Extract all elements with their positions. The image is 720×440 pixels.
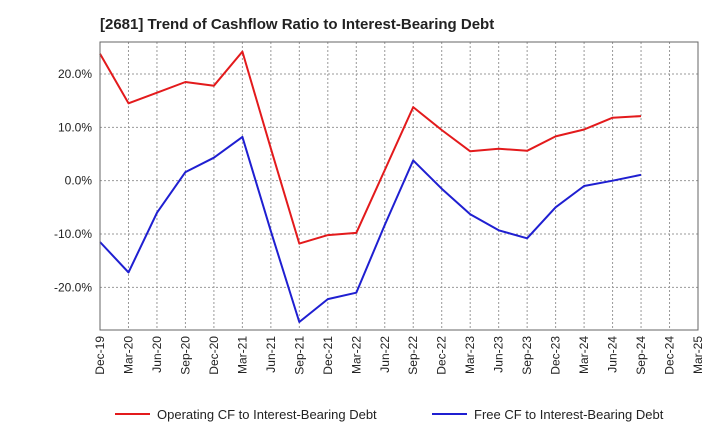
x-tick-label: Mar-21 [235, 336, 249, 374]
chart-title: [2681] Trend of Cashflow Ratio to Intere… [100, 16, 495, 33]
series-line-2 [99, 135, 642, 323]
x-tick-label: Jun-20 [150, 336, 164, 373]
y-tick-label: 10.0% [58, 120, 92, 134]
x-tick-label: Mar-22 [349, 336, 363, 374]
gridlines [100, 42, 698, 330]
x-tick-label: Jun-24 [606, 336, 620, 373]
series-lines [99, 50, 642, 323]
x-tick-label: Jun-23 [492, 336, 506, 373]
x-tick-label: Sep-21 [292, 336, 306, 375]
x-tick-label: Sep-24 [634, 336, 648, 375]
y-tick-label: -10.0% [54, 227, 92, 241]
x-tick-label: Mar-25 [691, 336, 705, 374]
x-tick-label: Dec-23 [549, 336, 563, 375]
x-tick-label: Jun-22 [378, 336, 392, 373]
y-tick-label: 20.0% [58, 67, 92, 81]
legend-label-1: Operating CF to Interest-Bearing Debt [157, 407, 377, 422]
legend: Operating CF to Interest-Bearing Debt Fre… [115, 407, 664, 422]
x-tick-label: Mar-24 [577, 336, 591, 374]
series-line-1 [99, 50, 642, 245]
x-tick-label: Jun-21 [264, 336, 278, 373]
x-tick-label: Dec-20 [207, 336, 221, 375]
plot-border [99, 41, 699, 331]
x-tick-label: Dec-21 [321, 336, 335, 375]
x-axis: Dec-19 Mar-20 Jun-20 Sep-20 Dec-20 Mar-21 Jun-… [93, 336, 705, 375]
y-axis: -20.0% -10.0% 0.0% 10.0% 20.0% [54, 67, 92, 294]
y-tick-label: 0.0% [65, 174, 93, 188]
y-tick-label: -20.0% [54, 280, 92, 294]
legend-label-2: Free CF to Interest-Bearing Debt [474, 407, 664, 422]
x-tick-label: Sep-23 [520, 336, 534, 375]
x-tick-label: Dec-19 [93, 336, 107, 375]
x-tick-label: Mar-20 [121, 336, 135, 374]
x-tick-label: Dec-22 [435, 336, 449, 375]
x-tick-label: Dec-24 [663, 336, 677, 375]
x-tick-label: Sep-22 [406, 336, 420, 375]
x-tick-label: Mar-23 [463, 336, 477, 374]
x-tick-label: Sep-20 [178, 336, 192, 375]
